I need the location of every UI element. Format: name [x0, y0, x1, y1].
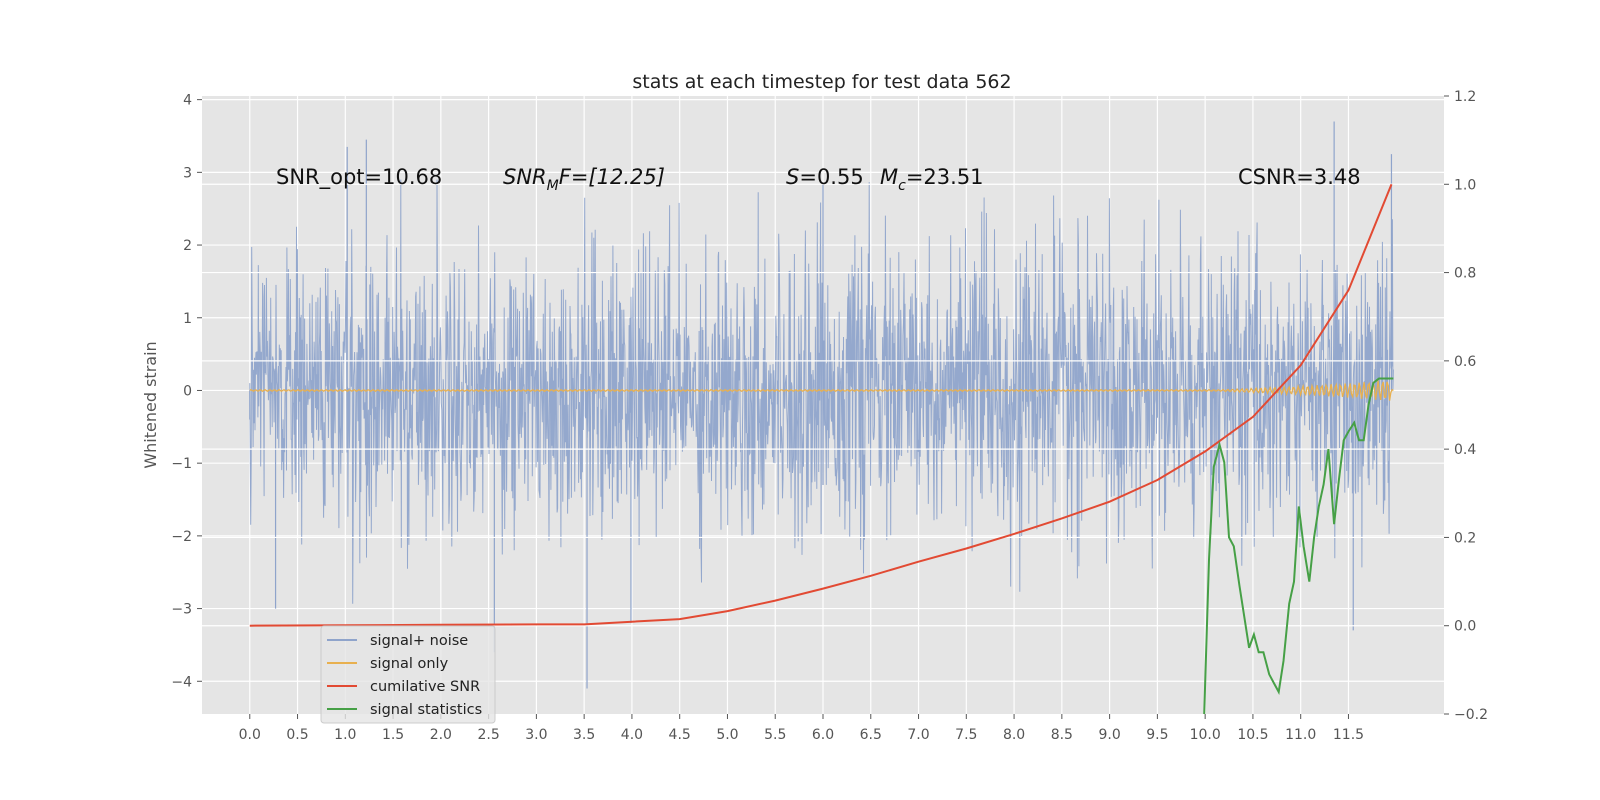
y-right-tick-label: 0.2	[1454, 530, 1476, 546]
line-series	[249, 183, 1394, 715]
mc-sub: c	[898, 178, 906, 194]
snr-mf-f: F=[12.25]	[559, 165, 665, 189]
x-tick-label: 11.5	[1333, 727, 1364, 743]
y-tick-label: 2	[183, 238, 192, 254]
x-tick-label: 1.5	[382, 727, 404, 743]
annotation-mc: Mc=23.51	[880, 165, 984, 194]
signal-noise-series	[249, 121, 1394, 689]
legend-label-signal-noise: signal+ noise	[370, 633, 468, 649]
y-tick-label: −1	[171, 456, 192, 472]
mc-label: M	[880, 165, 898, 189]
x-axis-ticks: 0.0 0.5 1.0 1.5 2.0 2.5 3.0 3.5 4.0 4.5 5.0 5.5 6.0 6…	[239, 714, 1364, 743]
x-tick-label: 4.0	[621, 727, 643, 743]
x-tick-label: 3.0	[525, 727, 547, 743]
cumulative-snr-line	[249, 183, 1393, 627]
x-tick-label: 0.0	[239, 727, 261, 743]
y-tick-label: −3	[171, 602, 192, 618]
y-tick-label: −4	[171, 674, 192, 690]
x-tick-label: 9.5	[1146, 727, 1168, 743]
y-tick-label: 3	[183, 165, 192, 181]
y-axis-ticks: −4 −3 −2 −1 0 1 2 3 4	[171, 93, 202, 690]
y-right-tick-label: 0.0	[1454, 619, 1476, 635]
x-tick-label: 4.5	[669, 727, 691, 743]
legend: signal+ noise signal only cumilative SNR…	[320, 625, 496, 724]
y-right-tick-label: 1.2	[1454, 89, 1476, 105]
right-axis-grid	[202, 183, 1444, 627]
annotation-csnr: CSNR=3.48	[1238, 165, 1361, 189]
legend-label-signal-statistics: signal statistics	[370, 702, 482, 718]
y-right-tick-label: 0.4	[1454, 442, 1476, 458]
x-tick-label: 10.5	[1237, 727, 1268, 743]
s-value: =0.55	[799, 165, 863, 189]
x-tick-label: 11.0	[1285, 727, 1316, 743]
x-tick-label: 6.0	[812, 727, 834, 743]
snr-mf-sub: M	[547, 178, 559, 194]
signal-noise-line	[249, 179, 1394, 604]
y-right-tick-label: 0.6	[1454, 354, 1476, 370]
y-tick-label: −2	[171, 529, 192, 545]
mc-value: =23.51	[906, 165, 984, 189]
annotation-snr-mf: SNRMF=[12.25]	[503, 165, 665, 194]
y-tick-label: 0	[183, 383, 192, 399]
x-tick-label: 2.0	[430, 727, 452, 743]
x-tick-label: 10.0	[1190, 727, 1221, 743]
legend-label-signal-only: signal only	[370, 656, 449, 672]
y-tick-label: 1	[183, 311, 192, 327]
signal-only-line	[249, 380, 1394, 401]
legend-label-cumulative-snr: cumilative SNR	[370, 679, 480, 695]
x-tick-label: 8.0	[1003, 727, 1025, 743]
y-axis-right-ticks: −0.2 0.0 0.2 0.4 0.6 0.8 1.0 1.2	[1444, 89, 1488, 723]
y-right-tick-label: 0.8	[1454, 266, 1476, 282]
legend-box	[320, 625, 496, 724]
signal-only-series	[249, 380, 1394, 401]
y-axis-label: Whitened strain	[141, 341, 160, 468]
x-tick-label: 7.5	[955, 727, 977, 743]
x-tick-label: 8.5	[1051, 727, 1073, 743]
x-tick-label: 0.5	[286, 727, 308, 743]
y-right-tick-label: −0.2	[1454, 707, 1488, 723]
snr-mf-main: SNR	[503, 165, 547, 189]
annotation-s: S=0.55	[786, 165, 864, 189]
x-tick-label: 3.5	[573, 727, 595, 743]
signal-statistics-line	[1203, 377, 1394, 715]
s-label: S	[786, 165, 799, 189]
y-right-tick-label: 1.0	[1454, 177, 1476, 193]
annotation-snr-opt: SNR_opt=10.68	[276, 165, 442, 190]
x-tick-label: 7.0	[907, 727, 929, 743]
chart-title: stats at each timestep for test data 562	[632, 71, 1011, 93]
x-tick-label: 1.0	[334, 727, 356, 743]
x-tick-label: 6.5	[860, 727, 882, 743]
x-tick-label: 5.0	[716, 727, 738, 743]
x-tick-label: 2.5	[477, 727, 499, 743]
x-tick-label: 9.0	[1098, 727, 1120, 743]
x-tick-label: 5.5	[764, 727, 786, 743]
y-tick-label: 4	[183, 93, 192, 109]
